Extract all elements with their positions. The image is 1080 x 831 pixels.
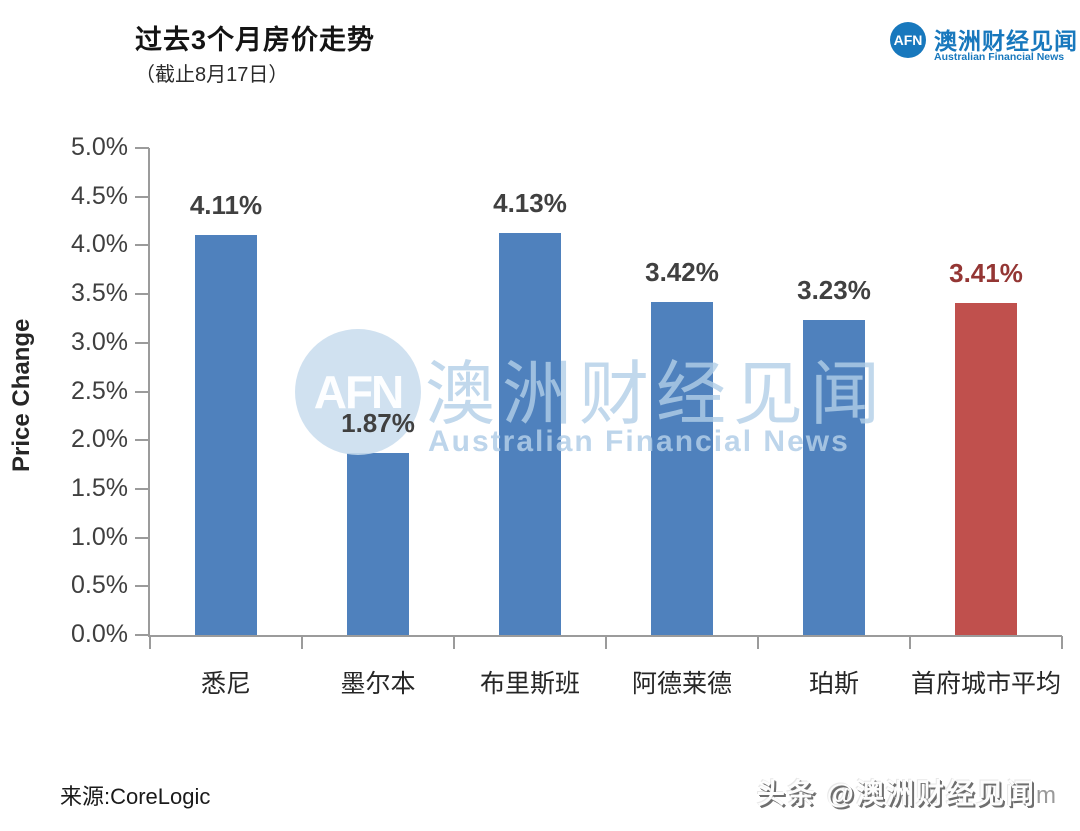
x-category-label: 珀斯 bbox=[808, 670, 859, 698]
bar-阿德莱德 bbox=[651, 301, 713, 635]
afn-logo-name-cn: 澳洲财经见闻 bbox=[934, 28, 1078, 54]
bar-value-label: 4.11% bbox=[189, 189, 263, 220]
y-tick-mark bbox=[135, 390, 149, 393]
bar-value-label: 1.87% bbox=[341, 407, 415, 438]
y-tick-mark bbox=[135, 341, 149, 344]
y-tick-label: 2.0% bbox=[71, 425, 128, 454]
afn-logo-name-en: Australian Financial News bbox=[934, 51, 1065, 63]
toutiao-stamp-text: 头条 @澳洲财经见闻 bbox=[756, 778, 1036, 809]
y-tick-label: 5.0% bbox=[71, 133, 128, 161]
y-tick-mark bbox=[135, 293, 149, 296]
bar-value-label: 3.23% bbox=[797, 275, 871, 306]
x-category-label: 首府城市平均 bbox=[910, 670, 1061, 698]
afn-logo: AFN 澳洲财经见闻 Australian Financial News bbox=[890, 20, 1077, 68]
x-category-label: 悉尼 bbox=[200, 670, 251, 698]
y-tick-mark bbox=[135, 536, 149, 539]
x-tick-mark bbox=[1061, 636, 1063, 649]
bar-墨尔本 bbox=[347, 452, 409, 635]
bar-布里斯班 bbox=[499, 232, 561, 635]
y-tick-label: 1.5% bbox=[71, 473, 128, 502]
y-tick-mark bbox=[135, 195, 149, 198]
toutiao-stamp: 头条 @澳洲财经见闻m bbox=[757, 772, 1056, 812]
y-axis-line bbox=[148, 148, 150, 637]
y-tick-mark bbox=[135, 244, 149, 247]
y-tick-label: 0.5% bbox=[71, 571, 128, 600]
bar-珀斯 bbox=[803, 320, 865, 635]
x-category-label: 阿德莱德 bbox=[631, 670, 732, 698]
bar-value-label: 3.42% bbox=[645, 256, 719, 287]
x-tick-mark bbox=[453, 636, 455, 649]
x-tick-mark bbox=[605, 636, 607, 649]
y-tick-label: 2.5% bbox=[71, 376, 128, 405]
y-tick-mark bbox=[135, 439, 149, 442]
y-tick-mark bbox=[135, 634, 149, 636]
toutiao-stamp-tail: m bbox=[1036, 782, 1056, 809]
x-tick-mark bbox=[909, 636, 911, 649]
y-tick-mark bbox=[135, 487, 149, 490]
bar-value-label: 3.41% bbox=[949, 257, 1023, 288]
y-tick-label: 3.5% bbox=[71, 279, 128, 308]
bar-首府城市平均 bbox=[955, 302, 1017, 635]
y-axis-title: Price Change bbox=[8, 318, 35, 472]
x-tick-mark bbox=[301, 636, 303, 649]
watermark-name-en: Australian Financial News bbox=[428, 425, 850, 458]
x-tick-mark bbox=[757, 636, 759, 649]
y-tick-mark bbox=[135, 147, 149, 149]
bar-value-label: 4.13% bbox=[493, 187, 567, 218]
chart-title: 过去3个月房价走势 bbox=[135, 25, 376, 55]
y-tick-mark bbox=[135, 585, 149, 588]
y-tick-label: 3.0% bbox=[71, 327, 128, 356]
bar-悉尼 bbox=[195, 234, 257, 635]
source-note: 来源:CoreLogic bbox=[60, 784, 211, 809]
chart-subtitle: （截止8月17日） bbox=[135, 64, 289, 86]
x-tick-mark bbox=[149, 636, 151, 649]
y-tick-label: 4.5% bbox=[71, 181, 128, 210]
x-category-label: 墨尔本 bbox=[340, 670, 416, 698]
y-tick-label: 4.0% bbox=[71, 230, 128, 259]
afn-logo-icon: AFN bbox=[890, 22, 926, 58]
y-tick-label: 0.0% bbox=[71, 620, 128, 648]
x-category-label: 布里斯班 bbox=[479, 670, 580, 698]
y-tick-label: 1.0% bbox=[71, 522, 128, 551]
